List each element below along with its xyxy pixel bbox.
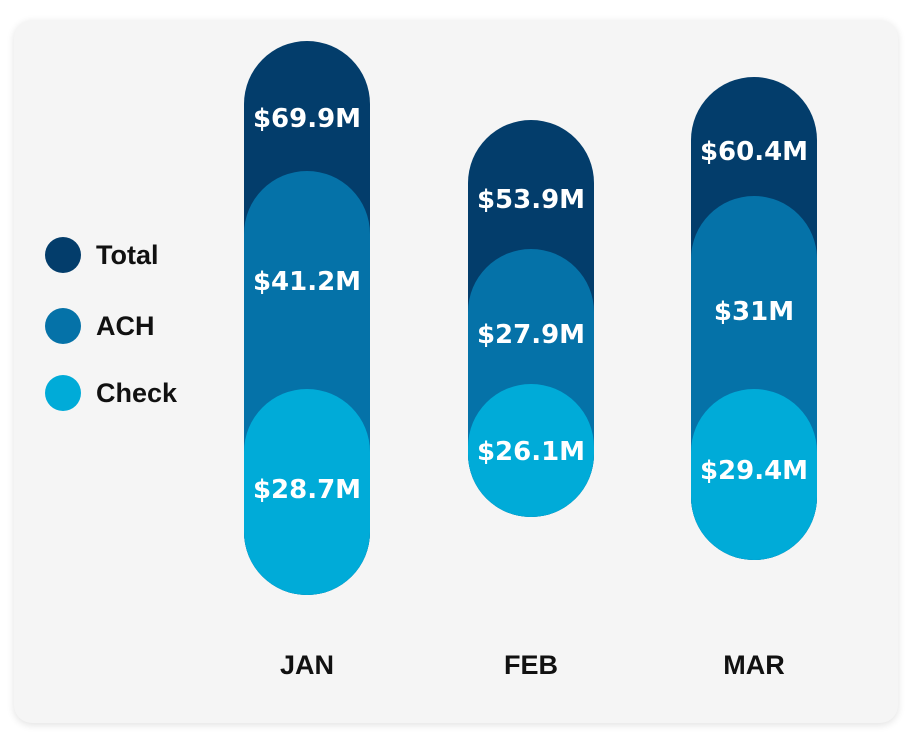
x-tick-label-jan: JAN [280, 650, 334, 680]
bar-check-mar [691, 389, 817, 560]
legend-item-total: Total [45, 237, 159, 273]
value-label-check-mar: $29.4M [700, 456, 808, 486]
legend-swatch-total [45, 237, 81, 273]
value-label-check-jan: $28.7M [253, 475, 361, 505]
value-label-check-feb: $26.1M [477, 437, 585, 467]
legend-swatch-ach [45, 308, 81, 344]
legend-label-ach: ACH [96, 310, 155, 341]
value-label-total-jan: $69.9M [253, 104, 361, 134]
x-tick-label-feb: FEB [504, 650, 558, 680]
value-label-ach-feb: $27.9M [477, 320, 585, 350]
value-label-ach-mar: $31M [714, 297, 794, 327]
legend-swatch-check [45, 375, 81, 411]
value-label-ach-jan: $41.2M [253, 267, 361, 297]
legend-label-total: Total [96, 239, 159, 270]
legend-item-check: Check [45, 375, 177, 411]
legend-label-check: Check [96, 377, 178, 408]
value-label-total-mar: $60.4M [700, 137, 808, 167]
value-label-total-feb: $53.9M [477, 185, 585, 215]
bar-check-jan [244, 389, 370, 595]
legend-item-ach: ACH [45, 308, 155, 344]
x-tick-label-mar: MAR [723, 650, 785, 680]
bar-check-feb [468, 384, 594, 517]
